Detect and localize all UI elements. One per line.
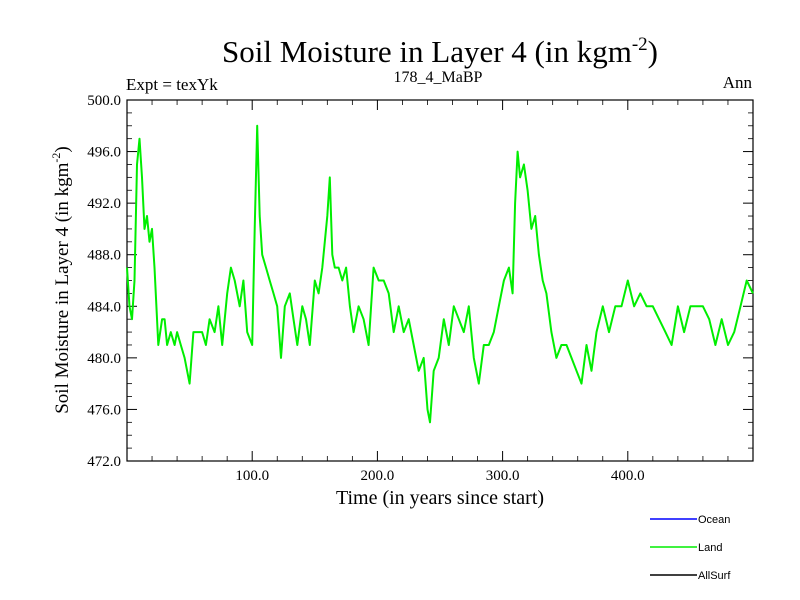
legend-label-allsurf: AllSurf — [698, 570, 731, 582]
x-axis-label: Time (in years since start) — [336, 487, 544, 509]
experiment-label: Expt = texYk — [126, 75, 218, 94]
y-tick-label: 480.0 — [87, 351, 121, 367]
y-tick-label: 492.0 — [87, 196, 121, 212]
plot-frame — [126, 99, 754, 462]
legend-label-land: Land — [698, 542, 722, 554]
y-tick-label: 484.0 — [87, 299, 121, 315]
x-tick-label: 100.0 — [235, 468, 269, 484]
legend: Ocean Land AllSurf — [650, 514, 731, 582]
chart-title: Soil Moisture in Layer 4 (in kgm-2) — [222, 34, 658, 69]
x-tick-label: 300.0 — [486, 468, 520, 484]
y-axis-label: Soil Moisture in Layer 4 (in kgm-2) — [49, 146, 73, 414]
season-label: Ann — [723, 73, 753, 92]
y-tick-label: 500.0 — [87, 93, 121, 109]
x-tick-label: 400.0 — [611, 468, 645, 484]
y-tick-label: 488.0 — [87, 248, 121, 264]
legend-label-ocean: Ocean — [698, 514, 730, 526]
series-line-land — [126, 124, 754, 424]
y-tick-label: 496.0 — [87, 145, 121, 161]
x-tick-label: 200.0 — [361, 468, 395, 484]
y-tick-label: 472.0 — [87, 454, 121, 470]
y-tick-label: 476.0 — [87, 402, 121, 418]
run-id-label: 178_4_MaBP — [394, 69, 483, 86]
plot-area: 472.0 476.0 480.0 484.0 488.0 492.0 496.0 500.0… — [87, 93, 754, 484]
